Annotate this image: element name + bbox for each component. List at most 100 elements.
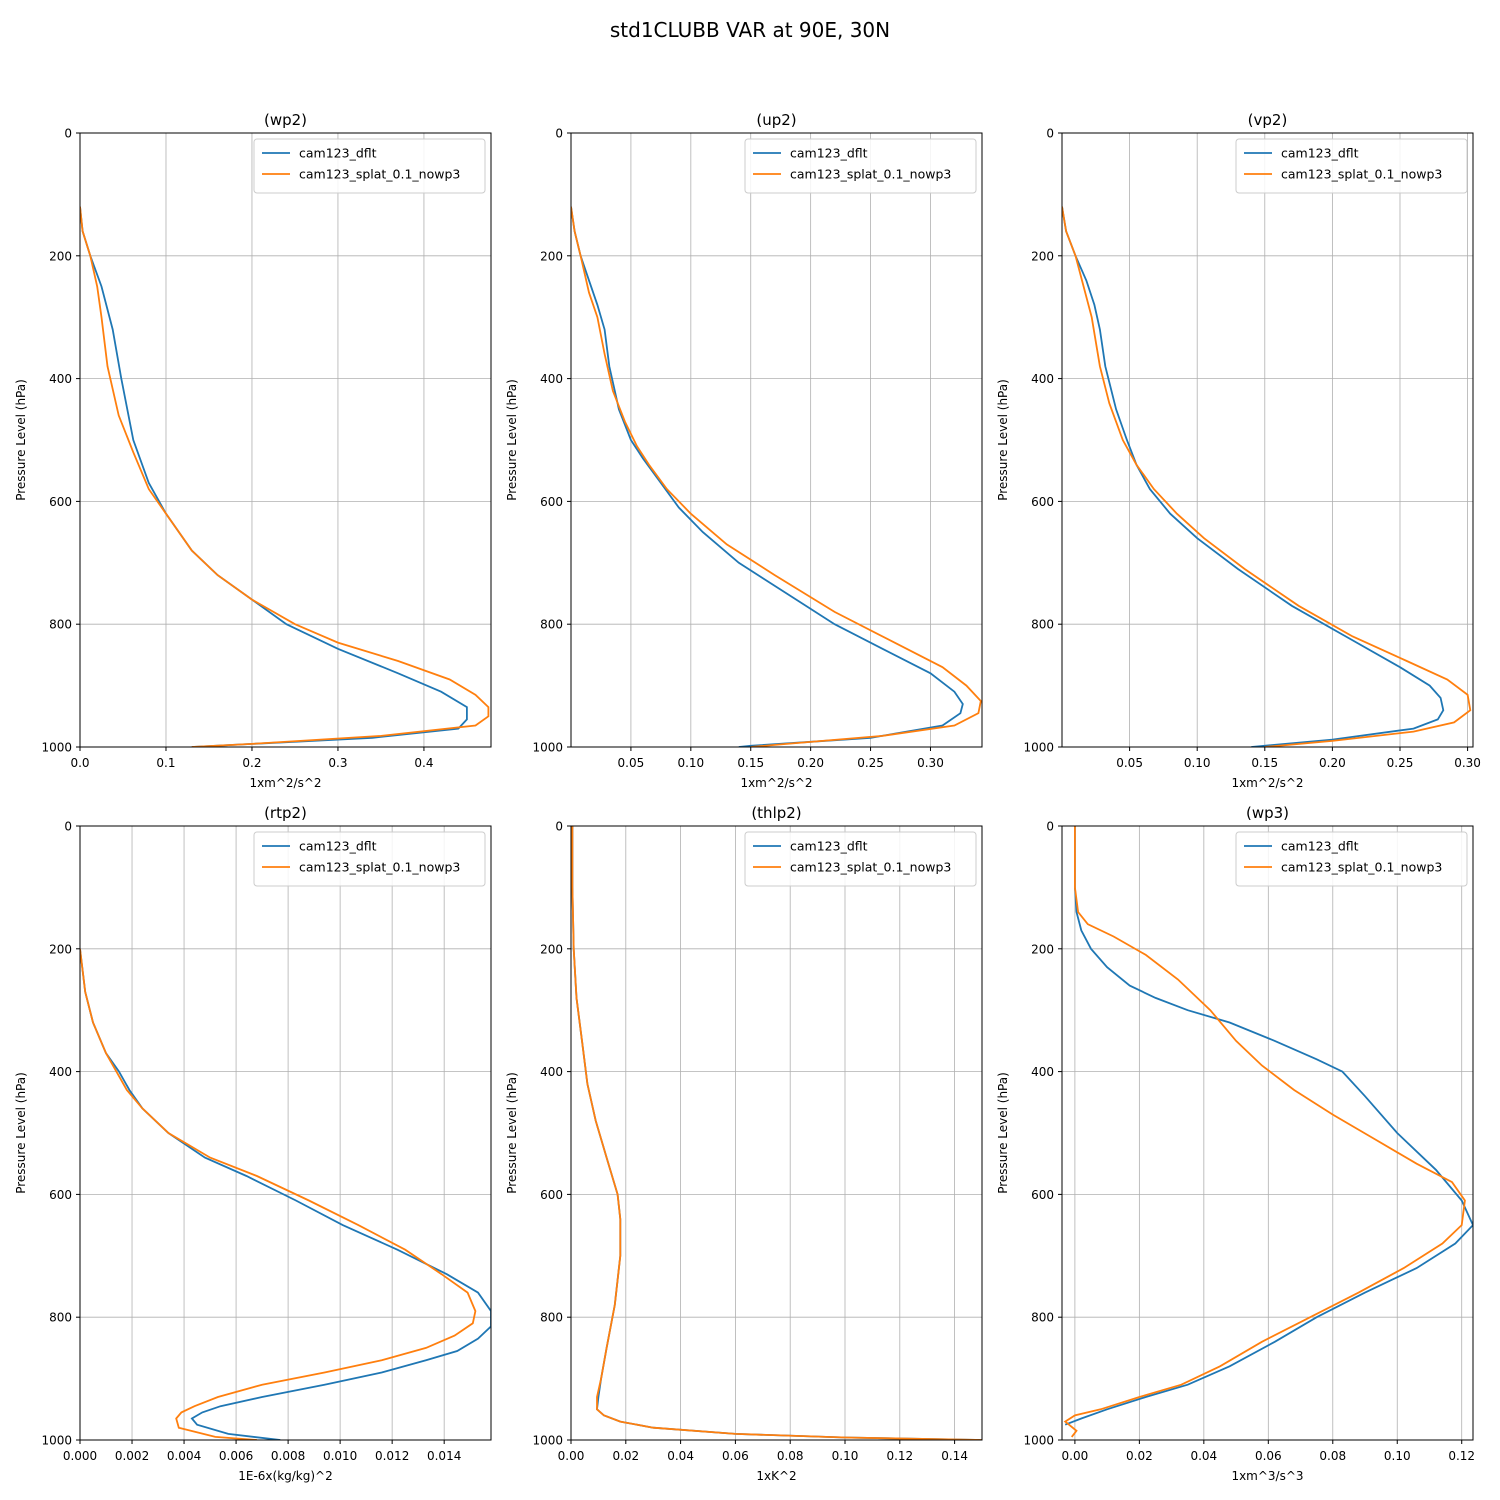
x-tick-label: 0.10 xyxy=(1184,756,1211,770)
legend: cam123_dflt cam123_splat_0.1_nowp3 xyxy=(253,831,486,887)
y-tick-label: 0 xyxy=(555,820,563,834)
axes-frame xyxy=(79,132,492,748)
x-tick-label: 0.25 xyxy=(1387,756,1414,770)
x-tick-label: 0.004 xyxy=(167,1449,201,1463)
subplot-wp2: 0.0 0.1 0.2 0.3 0.4 0 200 400 600 800 1000 (wp2) 1xm… xyxy=(14,111,492,790)
x-tick-label: 0.08 xyxy=(1319,1449,1346,1463)
x-tick-label: 0.014 xyxy=(427,1449,461,1463)
legend-box xyxy=(744,138,977,194)
legend: cam123_dflt cam123_splat_0.1_nowp3 xyxy=(744,138,977,194)
x-axis-label: 1xm^2/s^2 xyxy=(740,776,812,790)
x-tick-label: 0.1 xyxy=(156,756,175,770)
series-line-cam123_splat_0.1_nowp3 xyxy=(571,826,982,1440)
x-axis-label: 1xm^2/s^2 xyxy=(1231,776,1303,790)
y-tick-label: 800 xyxy=(540,1311,563,1325)
subplot-vp2: 0.05 0.10 0.15 0.20 0.25 0.30 0 200 400 600 800 100… xyxy=(996,111,1481,790)
x-tick-label: 0.14 xyxy=(941,1449,968,1463)
legend-box xyxy=(1235,138,1468,194)
subplot-title: (vp2) xyxy=(1248,111,1288,129)
legend-entry-cam123_splat_0.1_nowp3: cam123_splat_0.1_nowp3 xyxy=(790,860,951,875)
x-tick-label: 0.04 xyxy=(667,1449,694,1463)
legend-entry-cam123_splat_0.1_nowp3: cam123_splat_0.1_nowp3 xyxy=(790,167,951,182)
subplot-title: (up2) xyxy=(756,111,796,129)
x-tick-label: 0.02 xyxy=(612,1449,639,1463)
series-line-cam123_dflt xyxy=(80,206,468,747)
y-tick-label: 1000 xyxy=(1023,1434,1054,1448)
x-tick-label: 0.20 xyxy=(1319,756,1346,770)
x-tick-label: 0.04 xyxy=(1190,1449,1217,1463)
y-tick-label: 400 xyxy=(540,1065,563,1079)
y-tick-label: 200 xyxy=(1031,942,1054,956)
legend: cam123_dflt cam123_splat_0.1_nowp3 xyxy=(1235,138,1468,194)
y-axis-label: Pressure Level (hPa) xyxy=(996,1072,1010,1194)
subplot-title: (thlp2) xyxy=(751,804,801,822)
y-tick-label: 200 xyxy=(540,249,563,263)
series-line-cam123_splat_0.1_nowp3 xyxy=(571,206,982,747)
series-line-cam123_dflt xyxy=(571,826,982,1440)
y-tick-label: 1000 xyxy=(41,741,72,755)
subplot-up2: 0.05 0.10 0.15 0.20 0.25 0.30 0 200 400 600 800 100… xyxy=(505,111,983,790)
y-tick-label: 0 xyxy=(1046,820,1054,834)
x-tick-label: 0.4 xyxy=(414,756,433,770)
series-line-cam123_splat_0.1_nowp3 xyxy=(1062,206,1472,747)
legend-entry-cam123_dflt: cam123_dflt xyxy=(790,839,868,854)
subplot-thlp2: 0.00 0.02 0.04 0.06 0.08 0.10 0.12 0.14 0 200 400 6… xyxy=(505,804,983,1483)
x-tick-label: 0.25 xyxy=(857,756,884,770)
legend-entry-cam123_splat_0.1_nowp3: cam123_splat_0.1_nowp3 xyxy=(299,860,460,875)
legend-entry-cam123_dflt: cam123_dflt xyxy=(299,839,377,854)
y-tick-label: 200 xyxy=(540,942,563,956)
series-line-cam123_splat_0.1_nowp3 xyxy=(80,948,477,1440)
x-tick-label: 0.05 xyxy=(618,756,645,770)
legend: cam123_dflt cam123_splat_0.1_nowp3 xyxy=(1235,831,1468,887)
y-tick-label: 0 xyxy=(64,127,72,141)
y-tick-label: 1000 xyxy=(41,1434,72,1448)
y-tick-label: 600 xyxy=(540,495,563,509)
y-tick-label: 400 xyxy=(1031,1065,1054,1079)
y-axis-label: Pressure Level (hPa) xyxy=(996,379,1010,501)
x-axis-label: 1xK^2 xyxy=(756,1469,796,1483)
axes-frame xyxy=(570,825,983,1441)
x-tick-label: 0.02 xyxy=(1126,1449,1153,1463)
subplot-title: (rtp2) xyxy=(264,804,307,822)
x-tick-label: 0.00 xyxy=(558,1449,585,1463)
x-tick-label: 0.30 xyxy=(917,756,944,770)
y-tick-label: 0 xyxy=(1046,127,1054,141)
x-tick-label: 0.06 xyxy=(722,1449,749,1463)
legend-entry-cam123_splat_0.1_nowp3: cam123_splat_0.1_nowp3 xyxy=(299,167,460,182)
y-tick-label: 400 xyxy=(49,1065,72,1079)
y-axis-label: Pressure Level (hPa) xyxy=(505,1072,519,1194)
y-axis-label: Pressure Level (hPa) xyxy=(14,1072,28,1194)
y-tick-label: 800 xyxy=(49,618,72,632)
y-tick-label: 0 xyxy=(555,127,563,141)
x-tick-label: 0.012 xyxy=(375,1449,409,1463)
subplot-wp3: 0.00 0.02 0.04 0.06 0.08 0.10 0.12 0 200 400 600 80… xyxy=(996,804,1475,1483)
x-tick-label: 0.2 xyxy=(242,756,261,770)
x-tick-label: 0.008 xyxy=(271,1449,305,1463)
x-axis-label: 1xm^3/s^3 xyxy=(1231,1469,1303,1483)
legend-entry-cam123_dflt: cam123_dflt xyxy=(1281,146,1359,161)
y-tick-label: 600 xyxy=(1031,1188,1054,1202)
series-line-cam123_dflt xyxy=(571,206,964,747)
legend-box xyxy=(744,831,977,887)
x-tick-label: 0.15 xyxy=(1251,756,1278,770)
y-tick-label: 800 xyxy=(540,618,563,632)
y-tick-label: 400 xyxy=(1031,372,1054,386)
x-axis-label: 1xm^2/s^2 xyxy=(249,776,321,790)
x-tick-label: 0.10 xyxy=(832,1449,859,1463)
legend-entry-cam123_dflt: cam123_dflt xyxy=(790,146,868,161)
y-tick-label: 400 xyxy=(540,372,563,386)
x-tick-label: 0.12 xyxy=(886,1449,913,1463)
legend-entry-cam123_splat_0.1_nowp3: cam123_splat_0.1_nowp3 xyxy=(1281,860,1442,875)
y-tick-label: 200 xyxy=(1031,249,1054,263)
x-tick-label: 0.05 xyxy=(1116,756,1143,770)
x-tick-label: 0.3 xyxy=(328,756,347,770)
y-tick-label: 600 xyxy=(49,495,72,509)
axes-frame xyxy=(1061,825,1474,1441)
y-tick-label: 400 xyxy=(49,372,72,386)
x-tick-label: 0.006 xyxy=(219,1449,253,1463)
x-tick-label: 0.20 xyxy=(797,756,824,770)
axes-frame xyxy=(570,132,983,748)
axes-frame xyxy=(79,825,492,1441)
y-tick-label: 200 xyxy=(49,942,72,956)
